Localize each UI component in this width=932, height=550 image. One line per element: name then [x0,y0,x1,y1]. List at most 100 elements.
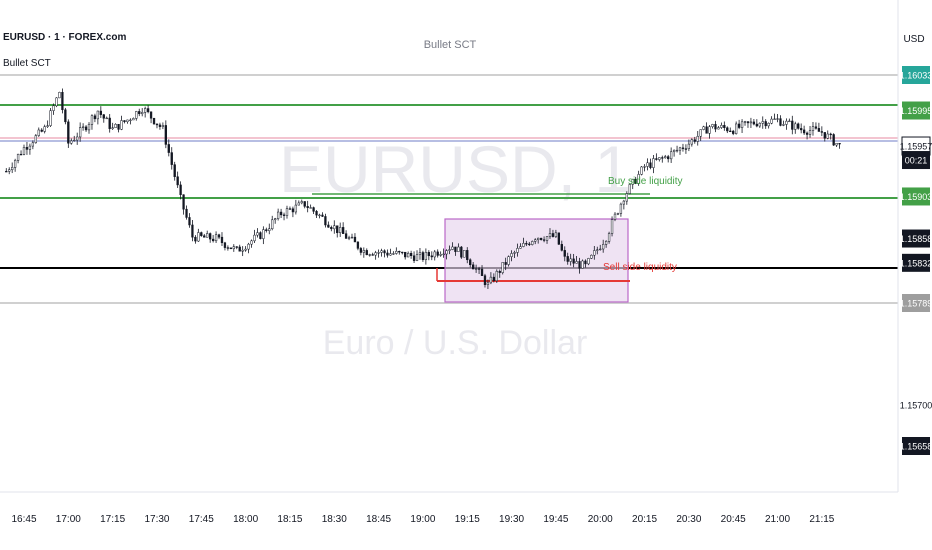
candle[interactable] [439,251,442,257]
candle[interactable] [58,91,61,99]
candle[interactable] [135,110,138,121]
candle[interactable] [365,248,368,256]
candle[interactable] [628,183,631,195]
candle[interactable] [675,145,679,153]
candle[interactable] [377,249,380,258]
candle[interactable] [445,249,448,260]
candle[interactable] [31,140,35,150]
candle[interactable] [374,250,377,260]
candle[interactable] [141,108,144,117]
candle[interactable] [696,130,699,146]
candle[interactable] [256,228,259,238]
candle[interactable] [43,124,46,134]
candle[interactable] [534,238,537,245]
candle[interactable] [708,125,711,139]
candle[interactable] [687,139,691,152]
candle[interactable] [333,220,336,234]
candle[interactable] [604,240,608,248]
candle[interactable] [557,232,561,245]
candle[interactable] [480,265,484,276]
candle[interactable] [291,206,295,218]
candle[interactable] [811,121,815,136]
candle[interactable] [380,248,383,257]
candle[interactable] [114,123,117,128]
candle[interactable] [90,114,94,130]
candle[interactable] [34,134,37,144]
candle[interactable] [817,122,821,132]
candle[interactable] [220,232,224,246]
candle[interactable] [584,259,587,268]
candle[interactable] [244,246,247,252]
candle[interactable] [99,106,102,118]
candle[interactable] [350,233,354,239]
candle[interactable] [528,241,531,247]
candle[interactable] [176,171,179,188]
candle[interactable] [690,138,693,147]
candle[interactable] [383,249,386,258]
candle[interactable] [268,223,271,235]
candle[interactable] [81,123,85,131]
candle[interactable] [87,122,91,134]
candle[interactable] [191,220,194,242]
candle[interactable] [507,255,510,267]
candle[interactable] [40,128,43,133]
candle[interactable] [590,254,593,260]
candle[interactable] [430,251,433,261]
candle[interactable] [297,200,300,206]
candle[interactable] [767,122,770,129]
candle[interactable] [253,229,256,243]
candle[interactable] [158,122,162,130]
candle[interactable] [226,245,230,251]
candle[interactable] [13,158,17,172]
candle[interactable] [596,246,599,255]
candle[interactable] [808,126,812,138]
candle[interactable] [794,121,797,134]
candle[interactable] [838,143,841,149]
candle[interactable] [758,122,761,128]
candle[interactable] [368,253,371,257]
candle[interactable] [791,115,794,135]
candle[interactable] [504,257,507,271]
candle[interactable] [661,155,664,163]
candle[interactable] [214,231,218,244]
candle[interactable] [389,248,392,256]
candle[interactable] [483,273,487,288]
candle[interactable] [76,132,79,145]
candle[interactable] [8,167,11,175]
candle[interactable] [782,120,785,127]
candle[interactable] [197,228,200,242]
candle[interactable] [324,213,327,228]
candle[interactable] [746,121,750,128]
candle[interactable] [404,251,407,260]
candle[interactable] [587,257,590,266]
candle[interactable] [288,206,292,210]
candle[interactable] [637,170,640,186]
candle[interactable] [356,241,360,251]
candle[interactable] [569,253,572,266]
candle[interactable] [285,205,289,219]
candle[interactable] [336,225,339,238]
candle[interactable] [105,116,108,120]
currency-label[interactable]: USD [903,34,924,45]
candle[interactable] [407,251,410,258]
candle[interactable] [699,129,702,141]
candle[interactable] [123,120,126,124]
candle[interactable] [25,142,29,155]
candle[interactable] [312,206,315,215]
candle[interactable] [622,199,626,210]
candle[interactable] [152,117,156,125]
candle[interactable] [551,229,555,238]
candle[interactable] [241,246,244,257]
candle[interactable] [501,262,504,275]
candle[interactable] [705,122,708,134]
candle[interactable] [238,244,241,252]
candle[interactable] [409,250,413,259]
candle[interactable] [477,266,481,274]
candle[interactable] [785,118,788,130]
candle[interactable] [560,240,563,252]
candle[interactable] [111,122,114,130]
candle[interactable] [235,246,238,250]
candle[interactable] [797,122,800,130]
candle[interactable] [194,235,197,244]
